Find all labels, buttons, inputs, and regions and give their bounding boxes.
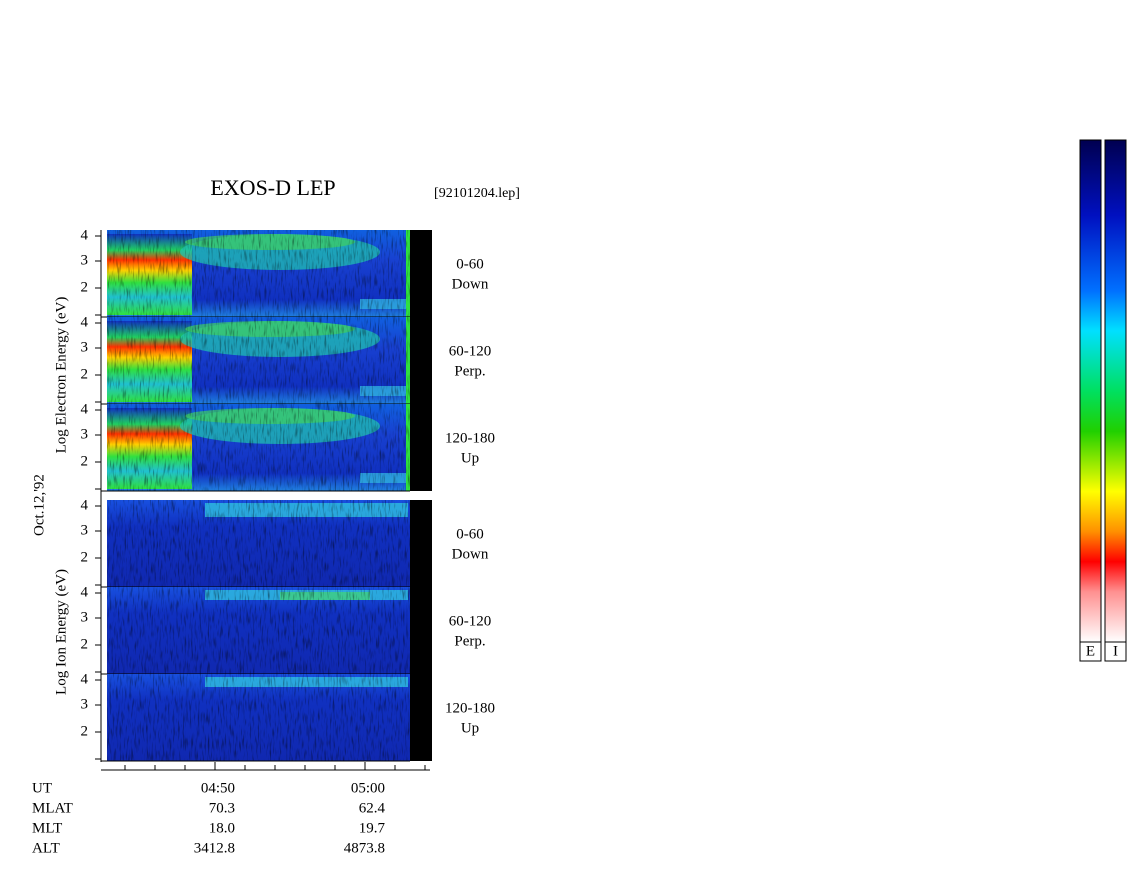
y-tick-label: 3 [81, 522, 89, 538]
angle-label: 60-120 [449, 613, 492, 629]
y-tick-label: 2 [81, 549, 89, 565]
ephemeris-name: ALT [32, 840, 60, 856]
file-name: [92101204.lep] [434, 186, 520, 201]
electron-spectrogram [101, 317, 432, 405]
angle-label: 120-180 [445, 700, 495, 716]
colorbar-label: E [1086, 643, 1095, 659]
ion-spectrogram [101, 587, 432, 675]
noise [107, 587, 410, 674]
y-tick-label: 4 [81, 497, 89, 513]
angle-label: 120-180 [445, 430, 495, 446]
y-tick-label: 4 [81, 227, 89, 243]
direction-label: Perp. [454, 633, 485, 649]
ion-spectrogram [101, 674, 432, 762]
ephemeris-value: 05:00 [351, 780, 385, 796]
angle-label: 0-60 [456, 256, 484, 272]
direction-label: Down [452, 546, 489, 562]
ephemeris-name: UT [32, 780, 52, 796]
direction-label: Up [461, 720, 479, 736]
noise [107, 317, 410, 404]
ephemeris-value: 18.0 [209, 820, 235, 836]
ion-axis-label: Log Ion Energy (eV) [53, 569, 69, 695]
ephemeris-value: 04:50 [201, 780, 235, 796]
background-strip [410, 317, 432, 404]
noise [107, 230, 410, 317]
y-tick-label: 3 [81, 339, 89, 355]
colorbar [1104, 139, 1127, 643]
y-tick-label: 2 [81, 723, 89, 739]
direction-label: Up [461, 450, 479, 466]
ion-spectrogram [101, 500, 432, 588]
ephemeris-value: 19.7 [359, 820, 386, 836]
ephemeris-value: 3412.8 [194, 840, 235, 856]
ephemeris-name: MLAT [32, 800, 73, 816]
y-tick-label: 2 [81, 636, 89, 652]
background-strip [410, 500, 432, 587]
electron-axis-label: Log Electron Energy (eV) [53, 297, 69, 454]
colorbar-label-box [1104, 641, 1127, 662]
ephemeris-value: 62.4 [359, 800, 386, 816]
colorbar [1079, 139, 1102, 643]
angle-label: 60-120 [449, 343, 492, 359]
ephemeris-value: 4873.8 [344, 840, 385, 856]
y-tick-label: 4 [81, 314, 89, 330]
colorbar-label-box [1079, 641, 1102, 662]
electron-spectrogram [101, 230, 432, 318]
y-tick-label: 3 [81, 426, 89, 442]
background-strip [410, 404, 432, 491]
y-tick-label: 3 [81, 252, 89, 268]
y-tick-label: 4 [81, 401, 89, 417]
noise [107, 404, 410, 491]
colorbar-label: I [1113, 643, 1118, 659]
ephemeris-name: MLT [32, 820, 62, 836]
noise [107, 500, 410, 587]
angle-label: 0-60 [456, 526, 484, 542]
y-tick-label: 2 [81, 366, 89, 382]
title: EXOS-D LEP [210, 175, 335, 200]
ephemeris-value: 70.3 [209, 800, 235, 816]
date-label: Oct.12,'92 [31, 474, 47, 536]
y-tick-label: 3 [81, 609, 89, 625]
y-tick-label: 4 [81, 584, 89, 600]
background-strip [410, 674, 432, 761]
background-strip [410, 587, 432, 674]
y-tick-label: 4 [81, 671, 89, 687]
background-strip [410, 230, 432, 317]
y-tick-label: 3 [81, 696, 89, 712]
noise [107, 674, 410, 761]
y-tick-label: 2 [81, 453, 89, 469]
direction-label: Perp. [454, 363, 485, 379]
y-tick-label: 2 [81, 279, 89, 295]
direction-label: Down [452, 276, 489, 292]
electron-spectrogram [101, 404, 432, 492]
